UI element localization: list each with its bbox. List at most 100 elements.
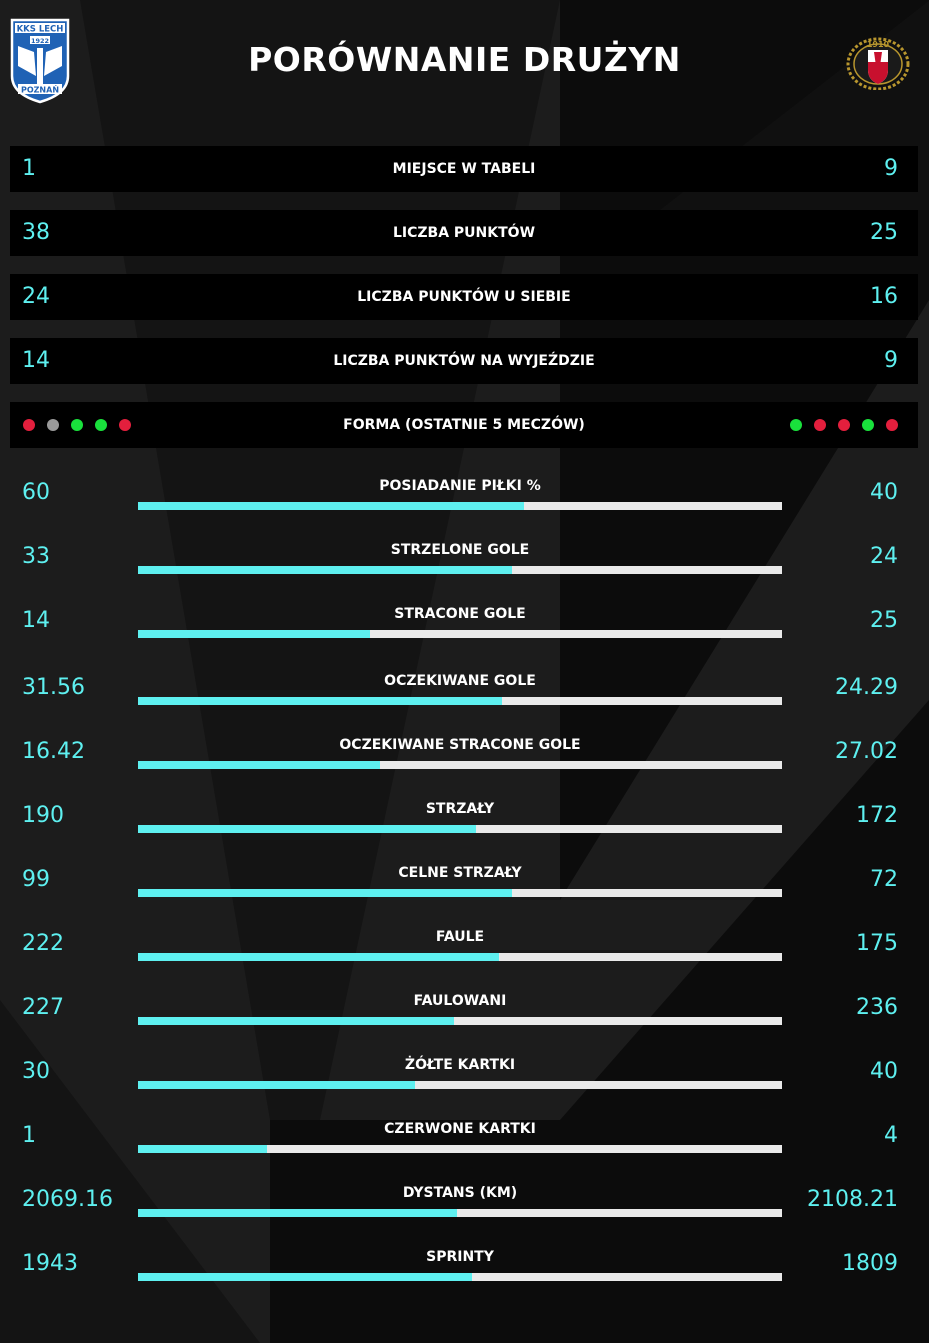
left-value: 1 xyxy=(22,156,36,181)
comparison-bar-fill xyxy=(138,630,370,638)
lech-poznan-crest-icon: KKS LECH 1922 POZNAŃ xyxy=(10,18,70,104)
left-value: 14 xyxy=(22,348,50,373)
form-win-dot xyxy=(95,419,107,431)
right-value: 25 xyxy=(870,220,898,245)
widzew-lodz-crest-icon: 1910 xyxy=(846,37,910,90)
comparison-bar-fill xyxy=(138,1081,415,1089)
stat-row: 222 FAULE 175 xyxy=(0,911,929,975)
stat-row: 227 FAULOWANI 236 xyxy=(0,975,929,1039)
form-loss-dot xyxy=(814,419,826,431)
left-value: 38 xyxy=(22,220,50,245)
comparison-bar xyxy=(138,953,782,961)
comparison-bar-fill xyxy=(138,566,512,574)
left-value: 99 xyxy=(22,867,50,892)
left-value: 222 xyxy=(22,931,64,956)
right-value: 4 xyxy=(884,1123,898,1148)
row-label: FORMA (OSTATNIE 5 MECZÓW) xyxy=(343,417,585,433)
row-label: LICZBA PUNKTÓW U SIEBIE xyxy=(357,289,571,305)
right-value: 175 xyxy=(856,931,898,956)
form-win-dot xyxy=(71,419,83,431)
right-value: 72 xyxy=(870,867,898,892)
left-value: 1 xyxy=(22,1123,36,1148)
left-value: 190 xyxy=(22,803,64,828)
comparison-bar-fill xyxy=(138,1209,457,1217)
stat-label: OCZEKIWANE GOLE xyxy=(384,673,536,689)
form-loss-dot xyxy=(119,419,131,431)
right-value: 2108.21 xyxy=(807,1187,898,1212)
right-value: 40 xyxy=(870,1059,898,1084)
comparison-bar xyxy=(138,630,782,638)
comparison-bar xyxy=(138,566,782,574)
row-label: LICZBA PUNKTÓW xyxy=(392,225,536,241)
stat-row: 1 CZERWONE KARTKI 4 xyxy=(0,1103,929,1167)
row-punkty-na-wyjezdzie: 14 LICZBA PUNKTÓW NA WYJEŹDZIE 9 xyxy=(10,338,918,384)
left-value: 33 xyxy=(22,544,50,569)
row-label: MIEJSCE W TABELI xyxy=(392,161,536,177)
form-loss-dot xyxy=(838,419,850,431)
stat-label: STRZELONE GOLE xyxy=(390,542,530,558)
comparison-bar xyxy=(138,1145,782,1153)
right-value: 40 xyxy=(870,480,898,505)
right-value: 25 xyxy=(870,608,898,633)
comparison-bar-fill xyxy=(138,502,525,510)
left-value: 60 xyxy=(22,480,50,505)
stat-label: DYSTANS (KM) xyxy=(402,1185,518,1201)
comparison-bar-fill xyxy=(138,1145,267,1153)
stat-row: 190 STRZAŁY 172 xyxy=(0,783,929,847)
stat-row: 99 CELNE STRZAŁY 72 xyxy=(0,847,929,911)
page-title: PORÓWNANIE DRUŻYN xyxy=(248,40,681,79)
logo-right-year-text: 1910 xyxy=(867,40,890,49)
form-win-dot xyxy=(790,419,802,431)
form-win-dot xyxy=(862,419,874,431)
logo-left-year-text: 1922 xyxy=(31,37,49,45)
right-value: 16 xyxy=(870,284,898,309)
right-value: 24.29 xyxy=(835,675,898,700)
comparison-bar xyxy=(138,1273,782,1281)
row-liczba-punktow: 38 LICZBA PUNKTÓW 25 xyxy=(10,210,918,256)
stat-label: STRZAŁY xyxy=(425,801,495,817)
row-label: LICZBA PUNKTÓW NA WYJEŹDZIE xyxy=(333,353,595,369)
stat-row: 16.42 OCZEKIWANE STRACONE GOLE 27.02 xyxy=(0,719,929,783)
left-value: 1943 xyxy=(22,1251,78,1276)
right-value: 236 xyxy=(856,995,898,1020)
comparison-bar-fill xyxy=(138,1273,472,1281)
stat-row: 2069.16 DYSTANS (KM) 2108.21 xyxy=(0,1167,929,1231)
stat-label: FAULE xyxy=(435,929,485,945)
right-value: 9 xyxy=(884,348,898,373)
comparison-bar-fill xyxy=(138,1017,454,1025)
form-loss-dot xyxy=(23,419,35,431)
left-value: 227 xyxy=(22,995,64,1020)
stat-label: POSIADANIE PIŁKI % xyxy=(379,478,541,494)
stat-label: ŻÓŁTE KARTKI xyxy=(404,1057,516,1073)
stat-label: STRACONE GOLE xyxy=(394,606,526,622)
logo-left-top-text: KKS LECH xyxy=(17,25,64,35)
stat-row: 60 POSIADANIE PIŁKI % 40 xyxy=(0,460,929,524)
form-dots-right xyxy=(790,419,898,431)
stat-row: 31.56 OCZEKIWANE GOLE 24.29 xyxy=(0,655,929,719)
logo-left-bottom-text: POZNAŃ xyxy=(21,84,59,95)
left-value: 30 xyxy=(22,1059,50,1084)
comparison-bar-fill xyxy=(138,761,380,769)
stat-label: CELNE STRZAŁY xyxy=(398,865,522,881)
comparison-bar xyxy=(138,1081,782,1089)
left-value: 14 xyxy=(22,608,50,633)
right-value: 1809 xyxy=(842,1251,898,1276)
left-value: 16.42 xyxy=(22,739,85,764)
comparison-bar xyxy=(138,825,782,833)
right-value: 172 xyxy=(856,803,898,828)
form-loss-dot xyxy=(886,419,898,431)
left-value: 31.56 xyxy=(22,675,85,700)
stat-label: SPRINTY xyxy=(426,1249,494,1265)
stat-label: CZERWONE KARTKI xyxy=(384,1121,536,1137)
left-value: 2069.16 xyxy=(22,1187,113,1212)
form-draw-dot xyxy=(47,419,59,431)
right-value: 24 xyxy=(870,544,898,569)
comparison-bar xyxy=(138,1209,782,1217)
stat-row: 33 STRZELONE GOLE 24 xyxy=(0,524,929,588)
comparison-bar-fill xyxy=(138,825,477,833)
right-value: 27.02 xyxy=(835,739,898,764)
comparison-bar-fill xyxy=(138,889,512,897)
comparison-bar xyxy=(138,502,782,510)
comparison-bar xyxy=(138,889,782,897)
